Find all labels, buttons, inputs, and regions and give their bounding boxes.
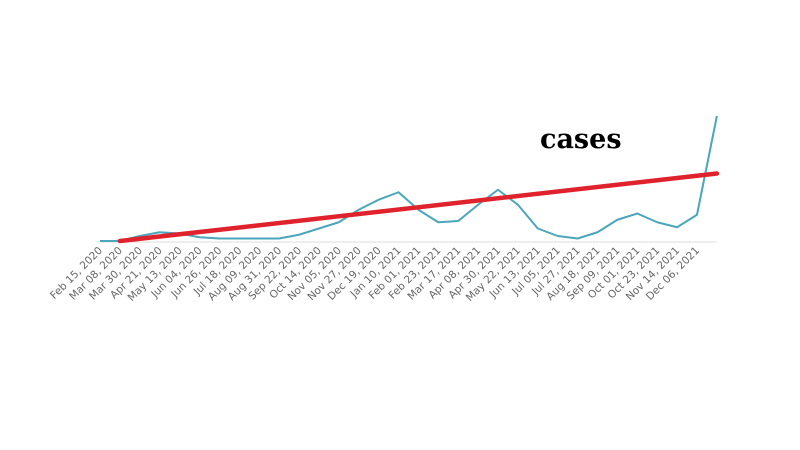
cases-line <box>100 115 718 242</box>
annotation: cases <box>540 124 622 155</box>
trend-line <box>117 171 720 244</box>
